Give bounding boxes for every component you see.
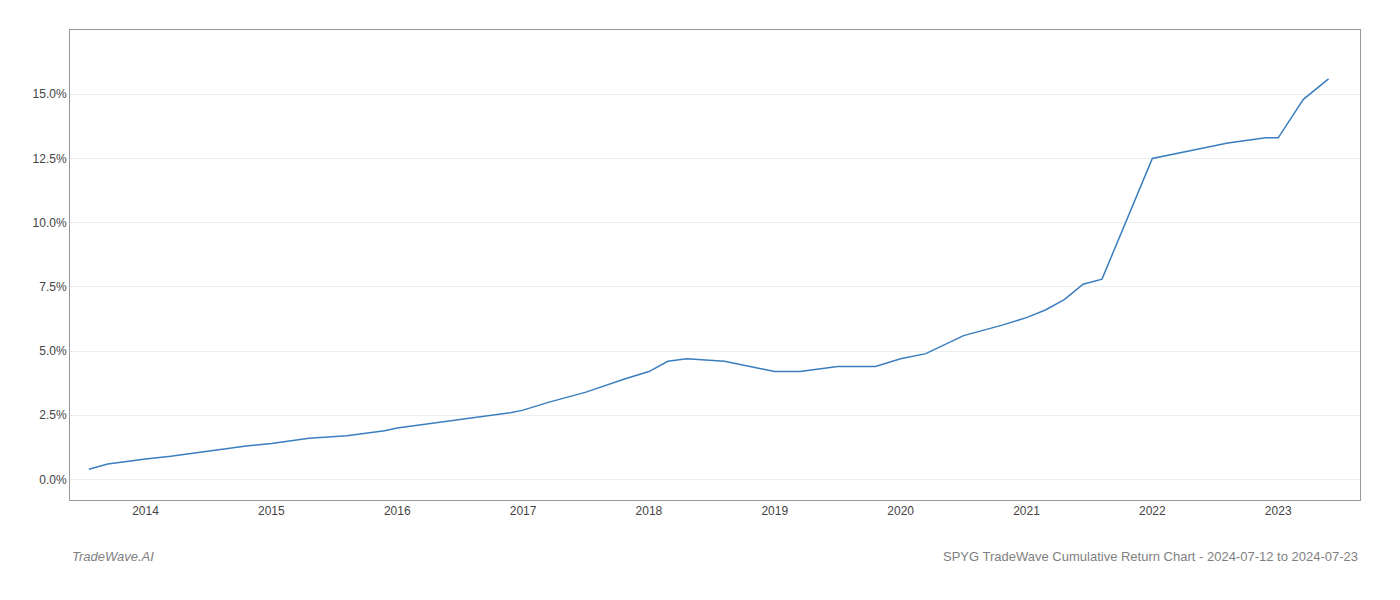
svg-text:5.0%: 5.0% <box>39 344 67 358</box>
svg-text:2015: 2015 <box>258 504 285 518</box>
svg-text:12.5%: 12.5% <box>33 152 67 166</box>
svg-text:2021: 2021 <box>1013 504 1040 518</box>
svg-text:15.0%: 15.0% <box>33 87 67 101</box>
svg-text:2016: 2016 <box>384 504 411 518</box>
svg-text:2019: 2019 <box>761 504 788 518</box>
svg-text:10.0%: 10.0% <box>33 216 67 230</box>
svg-text:2014: 2014 <box>132 504 159 518</box>
svg-text:2017: 2017 <box>510 504 537 518</box>
svg-text:2020: 2020 <box>887 504 914 518</box>
svg-text:2022: 2022 <box>1139 504 1166 518</box>
svg-text:2018: 2018 <box>636 504 663 518</box>
svg-text:2023: 2023 <box>1265 504 1292 518</box>
svg-text:0.0%: 0.0% <box>39 473 67 487</box>
svg-text:2.5%: 2.5% <box>39 408 67 422</box>
svg-text:7.5%: 7.5% <box>39 280 67 294</box>
svg-text:TradeWave.AI: TradeWave.AI <box>72 549 154 564</box>
svg-text:SPYG TradeWave Cumulative Retu: SPYG TradeWave Cumulative Return Chart -… <box>943 549 1358 564</box>
